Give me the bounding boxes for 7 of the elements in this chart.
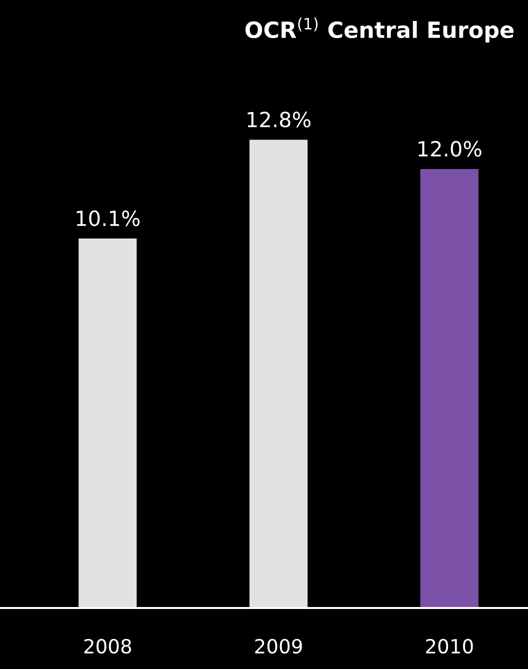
chart-title: OCR$^{(1)}$ Central Europe — [245, 18, 514, 42]
x-tick-label: 2009 — [255, 638, 302, 654]
data-label: 12.8% — [248, 112, 310, 128]
x-tick-label: 2008 — [84, 638, 132, 654]
x-tick-label: 2010 — [426, 638, 473, 654]
data-label: 10.1% — [76, 210, 140, 226]
data-label: 12.0% — [418, 140, 482, 157]
